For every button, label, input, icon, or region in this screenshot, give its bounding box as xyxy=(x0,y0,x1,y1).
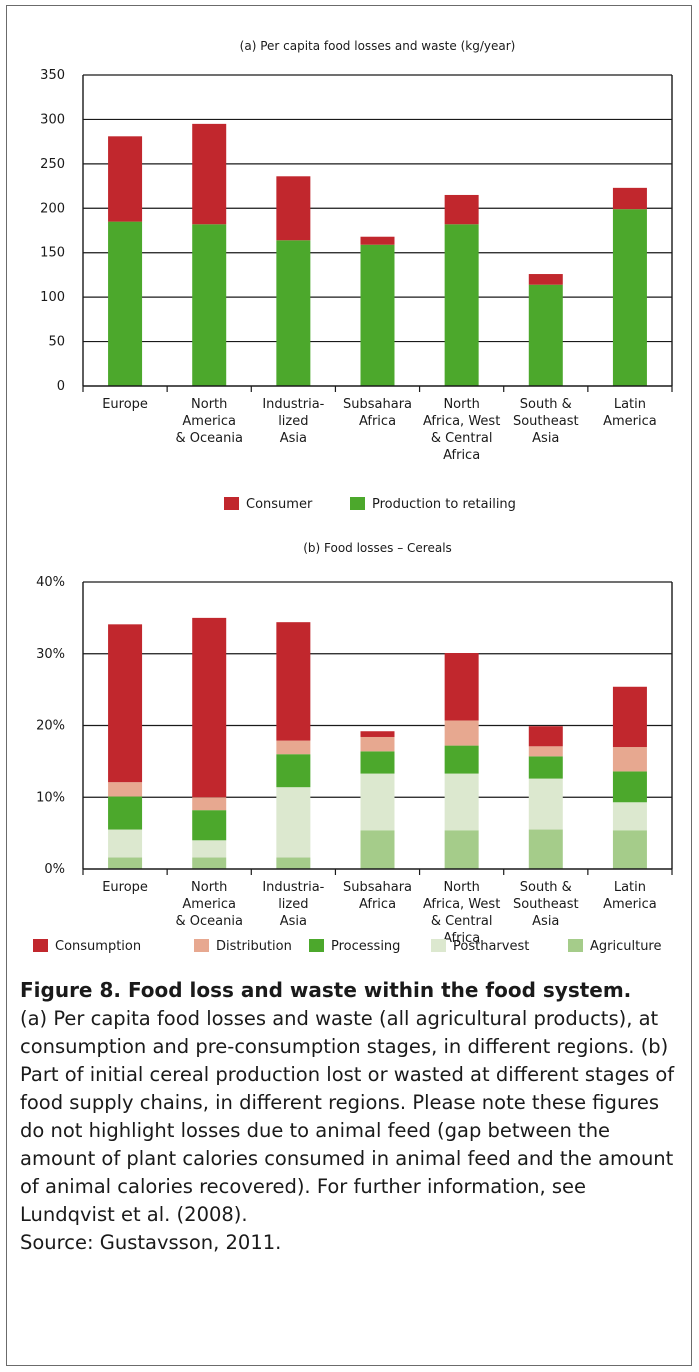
bar-production-to-retailing xyxy=(612,209,647,386)
x-tick-label: Latin America xyxy=(603,880,657,912)
bar-agriculture xyxy=(276,857,311,869)
bar-consumer xyxy=(444,194,479,225)
bar-agriculture xyxy=(444,830,479,869)
bar-production-to-retailing xyxy=(108,221,143,386)
x-tick-label: Industria-lized Asia xyxy=(262,397,324,446)
bar-agriculture xyxy=(612,830,647,869)
y-tick-label: 150 xyxy=(40,246,65,261)
x-tick-label: South & Southeast Asia xyxy=(513,880,579,929)
bar-agriculture xyxy=(528,829,563,869)
bar-consumer xyxy=(360,236,395,245)
bar-consumer xyxy=(528,274,563,285)
legend-label-agriculture: Agriculture xyxy=(590,939,662,954)
bar-processing xyxy=(612,771,647,803)
bar-production-to-retailing xyxy=(444,224,479,386)
caption-title: Figure 8. Food loss and waste within the… xyxy=(20,978,632,1002)
chart-title: (b) Food losses – Cereals xyxy=(303,541,452,555)
x-tick-label: North Africa, West & Central Africa xyxy=(423,880,500,946)
bar-consumption xyxy=(360,731,395,737)
bar-consumption xyxy=(108,624,143,783)
bar-processing xyxy=(276,754,311,788)
bar-postharvest xyxy=(360,773,395,831)
bar-postharvest xyxy=(108,829,143,858)
bar-production-to-retailing xyxy=(192,224,227,386)
y-tick-label: 350 xyxy=(40,68,65,83)
legend-label-postharvest: Postharvest xyxy=(453,939,529,954)
bar-production-to-retailing xyxy=(360,244,395,386)
bar-distribution xyxy=(528,746,563,757)
bar-processing xyxy=(192,810,227,841)
legend-swatch-postharvest xyxy=(431,939,446,952)
x-tick-label: Latin America xyxy=(603,397,657,429)
bar-distribution xyxy=(360,736,395,752)
y-tick-label: 30% xyxy=(36,647,65,662)
y-tick-label: 100 xyxy=(40,290,65,305)
y-tick-label: 50 xyxy=(48,335,65,350)
bar-consumption xyxy=(528,726,563,747)
legend-label-production-to-retailing: Production to retailing xyxy=(372,497,516,512)
figure-caption: Figure 8. Food loss and waste within the… xyxy=(20,976,685,1257)
x-tick-label: Europe xyxy=(102,397,148,412)
legend-swatch-consumption xyxy=(33,939,48,952)
y-tick-label: 200 xyxy=(40,201,65,216)
y-tick-label: 300 xyxy=(40,112,65,127)
x-tick-label: North Africa, West & Central Africa xyxy=(423,397,500,463)
bar-postharvest xyxy=(192,840,227,858)
bar-distribution xyxy=(108,782,143,797)
caption-source: Source: Gustavsson, 2011. xyxy=(20,1231,282,1254)
y-tick-label: 40% xyxy=(36,575,65,590)
x-tick-label: Subsahara Africa xyxy=(343,880,412,912)
bar-consumer xyxy=(192,123,227,225)
x-tick-label: North America & Oceania xyxy=(175,397,242,446)
bar-consumption xyxy=(444,653,479,721)
y-tick-label: 20% xyxy=(36,719,65,734)
legend-label-consumer: Consumer xyxy=(246,497,313,512)
legend-swatch-distribution xyxy=(194,939,209,952)
bar-consumer xyxy=(612,187,647,210)
legend-swatch-production-to-retailing xyxy=(350,497,365,510)
y-tick-label: 10% xyxy=(36,790,65,805)
legend-swatch-processing xyxy=(309,939,324,952)
y-tick-label: 0 xyxy=(57,379,65,394)
bar-consumer xyxy=(108,136,143,222)
x-tick-label: Subsahara Africa xyxy=(343,397,412,429)
bar-postharvest xyxy=(528,778,563,830)
figure-frame xyxy=(6,5,692,1366)
legend-swatch-consumer xyxy=(224,497,239,510)
bar-production-to-retailing xyxy=(528,284,563,386)
bar-agriculture xyxy=(360,830,395,869)
y-tick-label: 0% xyxy=(44,862,65,877)
bar-distribution xyxy=(612,747,647,772)
bar-production-to-retailing xyxy=(276,240,311,386)
legend-label-processing: Processing xyxy=(331,939,400,954)
bar-distribution xyxy=(192,797,227,811)
chart-b-cereal-losses: (b) Food losses – Cereals 0% 10% 20% 30% 40% E… xyxy=(33,541,673,954)
x-tick-label: South & Southeast Asia xyxy=(513,397,579,446)
legend-swatch-agriculture xyxy=(568,939,583,952)
legend-label-consumption: Consumption xyxy=(55,939,141,954)
x-tick-label: Industria-lized Asia xyxy=(262,880,324,929)
y-tick-label: 250 xyxy=(40,157,65,172)
bar-postharvest xyxy=(444,773,479,831)
bar-processing xyxy=(528,756,563,779)
bar-processing xyxy=(360,751,395,774)
x-tick-label: Europe xyxy=(102,880,148,895)
bar-consumption xyxy=(612,686,647,748)
caption-body: (a) Per capita food losses and waste (al… xyxy=(20,1007,675,1226)
bar-consumption xyxy=(276,622,311,741)
chart-a-per-capita-losses: (a) Per capita food losses and waste (kg… xyxy=(40,39,673,512)
bar-consumption xyxy=(192,617,227,798)
bar-agriculture xyxy=(108,857,143,869)
bar-distribution xyxy=(276,740,311,755)
x-tick-label: North America & Oceania xyxy=(175,880,242,929)
chart-title: (a) Per capita food losses and waste (kg… xyxy=(240,39,516,53)
bar-postharvest xyxy=(276,787,311,858)
bar-processing xyxy=(108,796,143,830)
legend-label-distribution: Distribution xyxy=(216,939,292,954)
bar-consumer xyxy=(276,176,311,241)
bar-postharvest xyxy=(612,802,647,831)
bar-distribution xyxy=(444,720,479,746)
bar-processing xyxy=(444,745,479,774)
bar-agriculture xyxy=(192,857,227,869)
